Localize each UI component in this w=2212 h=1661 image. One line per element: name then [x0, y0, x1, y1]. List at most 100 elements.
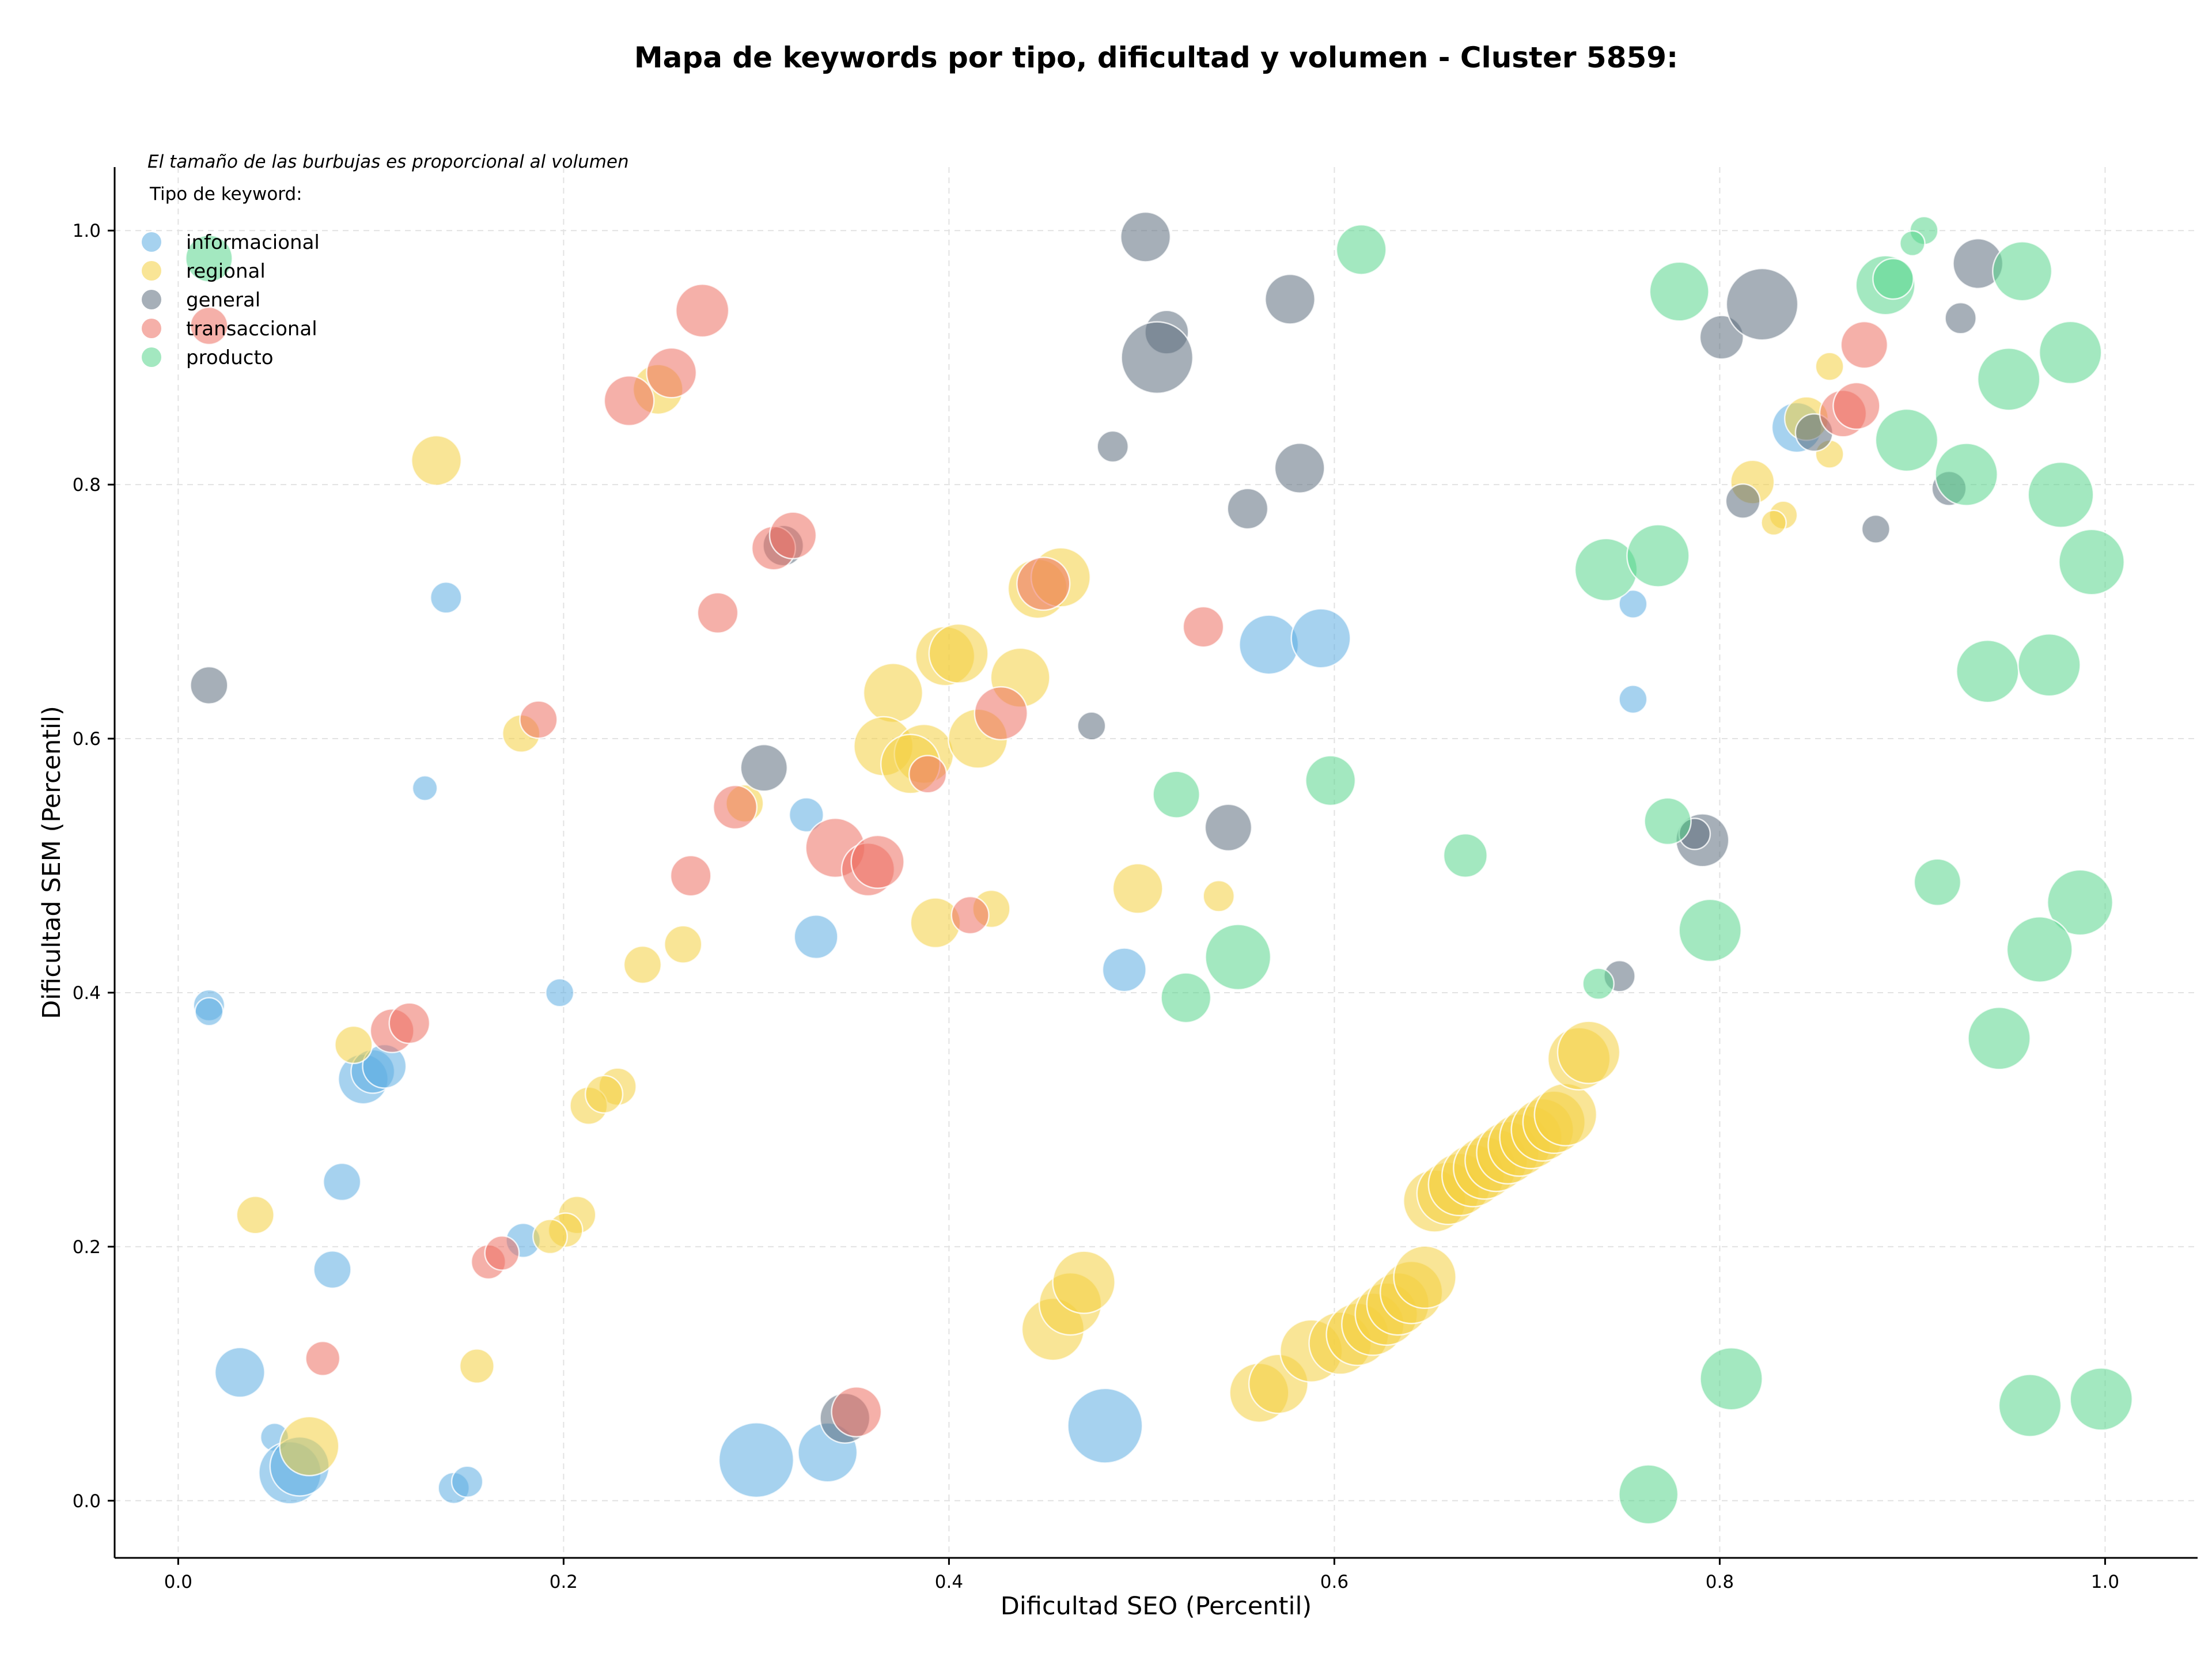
bubble-general [1120, 321, 1194, 395]
bubble-transaccional [484, 1235, 520, 1271]
bubble-transaccional [646, 347, 698, 399]
bubble-regional [1202, 880, 1235, 913]
bubble-producto [1956, 639, 2020, 703]
axes [113, 167, 2198, 1559]
bubble-regional [1112, 862, 1164, 914]
bubble-informacional [430, 581, 463, 614]
series-regional [236, 351, 1844, 1477]
legend-title: Tipo de keyword: [149, 184, 302, 205]
bubble-general [1264, 273, 1316, 325]
bubble-producto [2038, 320, 2103, 385]
bubble-regional [1556, 1020, 1621, 1084]
bubble-producto [1976, 347, 2041, 411]
bubble-producto [2058, 528, 2125, 596]
bubble-general [1096, 430, 1129, 463]
series-producto [185, 215, 2133, 1525]
bubble-regional [459, 1348, 495, 1384]
bubble-regional [1393, 1245, 1457, 1310]
bubble-informacional [1618, 684, 1648, 714]
bubble-transaccional [1182, 606, 1225, 648]
bubble-regional [411, 434, 463, 486]
bubble-general [1204, 803, 1253, 852]
bubble-producto [1335, 224, 1387, 275]
bubble-informacional [793, 914, 839, 960]
y-tick-label: 0.4 [73, 983, 101, 1004]
bubble-producto [1305, 755, 1357, 807]
bubble-general [1077, 711, 1107, 741]
bubble-producto [1205, 924, 1272, 991]
bubble-producto [1913, 858, 1962, 906]
bubble-informacional [194, 997, 224, 1027]
bubble-regional [664, 925, 703, 964]
chart-title: Mapa de keywords por tipo, dificultad y … [634, 41, 1678, 74]
bubble-producto [1442, 833, 1488, 878]
legend-label-transaccional: transaccional [186, 317, 317, 340]
bubble-general [1699, 315, 1744, 360]
bubble-transaccional [388, 1002, 431, 1045]
ticks: 0.0 0.2 0.4 0.6 0.8 1.0 0.0 0.2 0.4 0.6 0.8 1.0 [73, 221, 2119, 1592]
bubbles [185, 211, 2133, 1525]
bubble-producto [1874, 408, 1939, 472]
bubble-producto [1934, 442, 1998, 506]
bubble-transaccional [713, 785, 758, 830]
bubble-regional [862, 663, 923, 724]
bubble-informacional [1290, 608, 1351, 669]
legend-label-regional: regional [186, 260, 266, 283]
bubble-transaccional [831, 1386, 882, 1437]
bubble-regional [334, 1025, 373, 1065]
bubble-transaccional [305, 1340, 341, 1376]
bubble-producto [1967, 1007, 2031, 1070]
bubble-informacional [450, 1465, 484, 1498]
y-tick-label: 0.8 [73, 475, 101, 495]
legend-label-general: general [186, 289, 260, 312]
bubble-regional [236, 1195, 275, 1235]
grid [115, 167, 2198, 1558]
bubble-regional [279, 1416, 340, 1477]
bubble-general [740, 744, 789, 792]
bubble-producto [1699, 1346, 1763, 1411]
x-tick-label: 0.6 [1320, 1572, 1349, 1592]
bubble-producto [1618, 1464, 1679, 1525]
x-axis-label: Dificultad SEO (Percentil) [1001, 1592, 1312, 1621]
bubble-general [1944, 302, 1977, 335]
bubble-regional [1052, 1250, 1116, 1314]
bubble-regional [1533, 1083, 1598, 1147]
bubble-transaccional [950, 895, 990, 935]
bubble-transaccional [190, 306, 229, 346]
bubble-informacional [1101, 947, 1147, 993]
legend-marker-general [142, 290, 161, 309]
x-tick-label: 1.0 [2091, 1572, 2119, 1592]
bubble-informacional [313, 1250, 352, 1289]
y-tick-label: 0.0 [73, 1491, 101, 1512]
bubble-informacional [214, 1346, 266, 1398]
y-tick-label: 0.6 [73, 729, 101, 750]
bubble-producto [2047, 869, 2113, 936]
bubble-informacional [323, 1162, 362, 1202]
legend-marker-transaccional [142, 319, 161, 338]
legend-marker-regional [142, 261, 161, 281]
y-tick-label: 1.0 [73, 221, 101, 241]
bubble-informacional [411, 775, 438, 801]
bubble-regional [623, 945, 662, 985]
x-tick-label: 0.8 [1706, 1572, 1734, 1592]
bubble-producto [2027, 461, 2094, 528]
size-note: El tamaño de las burbujas es proporciona… [147, 152, 629, 172]
x-tick-label: 0.0 [164, 1572, 192, 1592]
bubble-producto [2006, 916, 2073, 983]
bubble-transaccional [908, 755, 948, 794]
bubble-transaccional [768, 511, 817, 560]
bubble-informacional [718, 1422, 794, 1499]
bubble-producto [1643, 797, 1692, 846]
bubble-producto [1998, 1374, 2062, 1437]
bubble-general [1120, 211, 1172, 263]
legend-marker-producto [142, 347, 161, 367]
bubble-general [190, 665, 229, 705]
bubble-producto [1649, 261, 1710, 322]
bubble-regional [532, 1219, 568, 1255]
y-tick-label: 0.2 [73, 1237, 101, 1258]
series-informacional [192, 402, 1823, 1505]
bubble-producto [1899, 230, 1926, 257]
bubble-general [1274, 442, 1325, 494]
bubble-producto [2069, 1367, 2133, 1431]
